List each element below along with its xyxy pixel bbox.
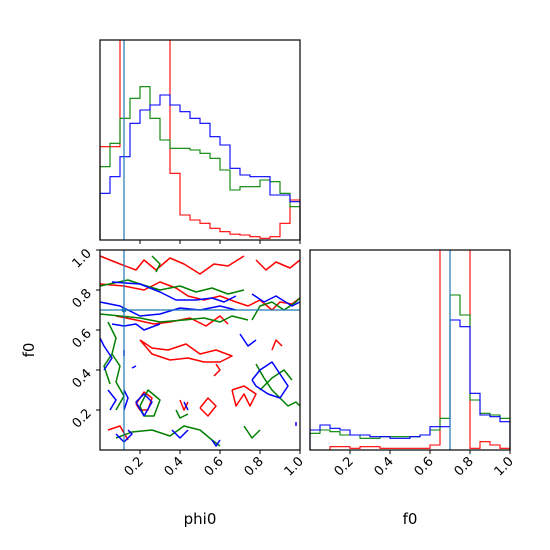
contour-panel-ytick-label: 0.4 — [70, 366, 95, 391]
contour-red-line — [199, 397, 217, 417]
contour-panel-xtick-label: 0.2 — [122, 454, 147, 479]
contour-blue-line — [99, 301, 237, 317]
contour-panel-xtick-label: 0.4 — [162, 454, 187, 479]
contour-green-line — [175, 409, 189, 419]
histogram-f0-xtick-label: 1.0 — [492, 454, 517, 479]
contour-green-line — [251, 297, 301, 321]
contour-panel-xtick-label: 1.0 — [282, 454, 307, 479]
histogram-f0-frame — [309, 249, 511, 451]
contour-panel-xtick-label: 0.6 — [202, 454, 227, 479]
x-axis-label-f0: f0 — [403, 510, 418, 528]
histogram-f0-blue-step — [309, 319, 511, 450]
contour-blue-line — [107, 389, 117, 411]
histogram-f0-xtick-label: 0.2 — [332, 454, 357, 479]
histogram-f0-xtick-label: 0.8 — [452, 454, 477, 479]
histogram-phi0-panel — [99, 39, 301, 244]
contour-blue-line — [111, 281, 237, 303]
contour-panel-frame — [99, 249, 301, 451]
histogram-phi0-blue-step — [99, 94, 301, 240]
contour-red-line — [231, 385, 257, 407]
contour-green-line — [107, 321, 125, 411]
contour-green-line — [243, 425, 261, 439]
histogram-f0-red-step — [310, 249, 511, 451]
contour-blue-line — [115, 429, 133, 443]
contour-green-line — [103, 353, 113, 385]
histogram-f0-xtick-label: 0.6 — [412, 454, 437, 479]
contour-panel-ytick-label: 0.6 — [70, 326, 95, 351]
contour-blue-line — [135, 393, 153, 417]
contour-green-line — [99, 313, 249, 323]
contour-green-line — [151, 255, 161, 273]
contour-panel-ytick-label: 0.8 — [70, 286, 95, 311]
histogram-f0-green-step — [309, 294, 511, 450]
contour-red-line — [255, 259, 301, 271]
contour-red-line — [99, 281, 301, 311]
contour-blue-line — [251, 293, 301, 307]
y-axis-label-f0: f0 — [20, 343, 38, 358]
contour-panel-ytick-label: 0.2 — [70, 406, 95, 431]
truth-marker — [121, 307, 127, 313]
contour-blue-line — [123, 389, 129, 411]
contour-green-line — [99, 279, 245, 295]
contour-panel-phi0-f0: 0.2 0.4 0.6 0.8 1.0 0.2 0.4 0.6 0.8 1.0 — [70, 246, 307, 479]
contour-blue-line — [211, 439, 221, 447]
contour-blue-line — [131, 365, 137, 369]
contour-panel-ytick-label: 1.0 — [70, 246, 95, 271]
x-axis-label-phi0: phi0 — [184, 510, 217, 528]
contour-blue-line — [111, 323, 161, 331]
histogram-f0-panel: 0.2 0.4 0.6 0.8 1.0 — [309, 249, 517, 479]
contour-blue-line — [239, 333, 257, 347]
contour-red-line — [107, 425, 129, 441]
contour-blue-line — [171, 429, 189, 439]
contour-red-line — [179, 399, 189, 411]
contour-red-line — [213, 363, 221, 377]
contour-blue-line — [251, 361, 289, 399]
contour-panel-xtick-label: 0.8 — [242, 454, 267, 479]
histogram-f0-xtick-label: 0.4 — [372, 454, 397, 479]
contour-red-line — [271, 339, 283, 351]
histogram-phi0-green-step — [99, 86, 301, 240]
contour-blue-line — [99, 337, 113, 371]
contour-blue-line — [183, 401, 189, 411]
histogram-phi0-frame — [99, 39, 301, 241]
contour-green-line — [115, 425, 221, 447]
contour-green-line — [259, 369, 293, 391]
contour-red-line — [139, 339, 233, 363]
contour-red-line — [99, 255, 245, 275]
